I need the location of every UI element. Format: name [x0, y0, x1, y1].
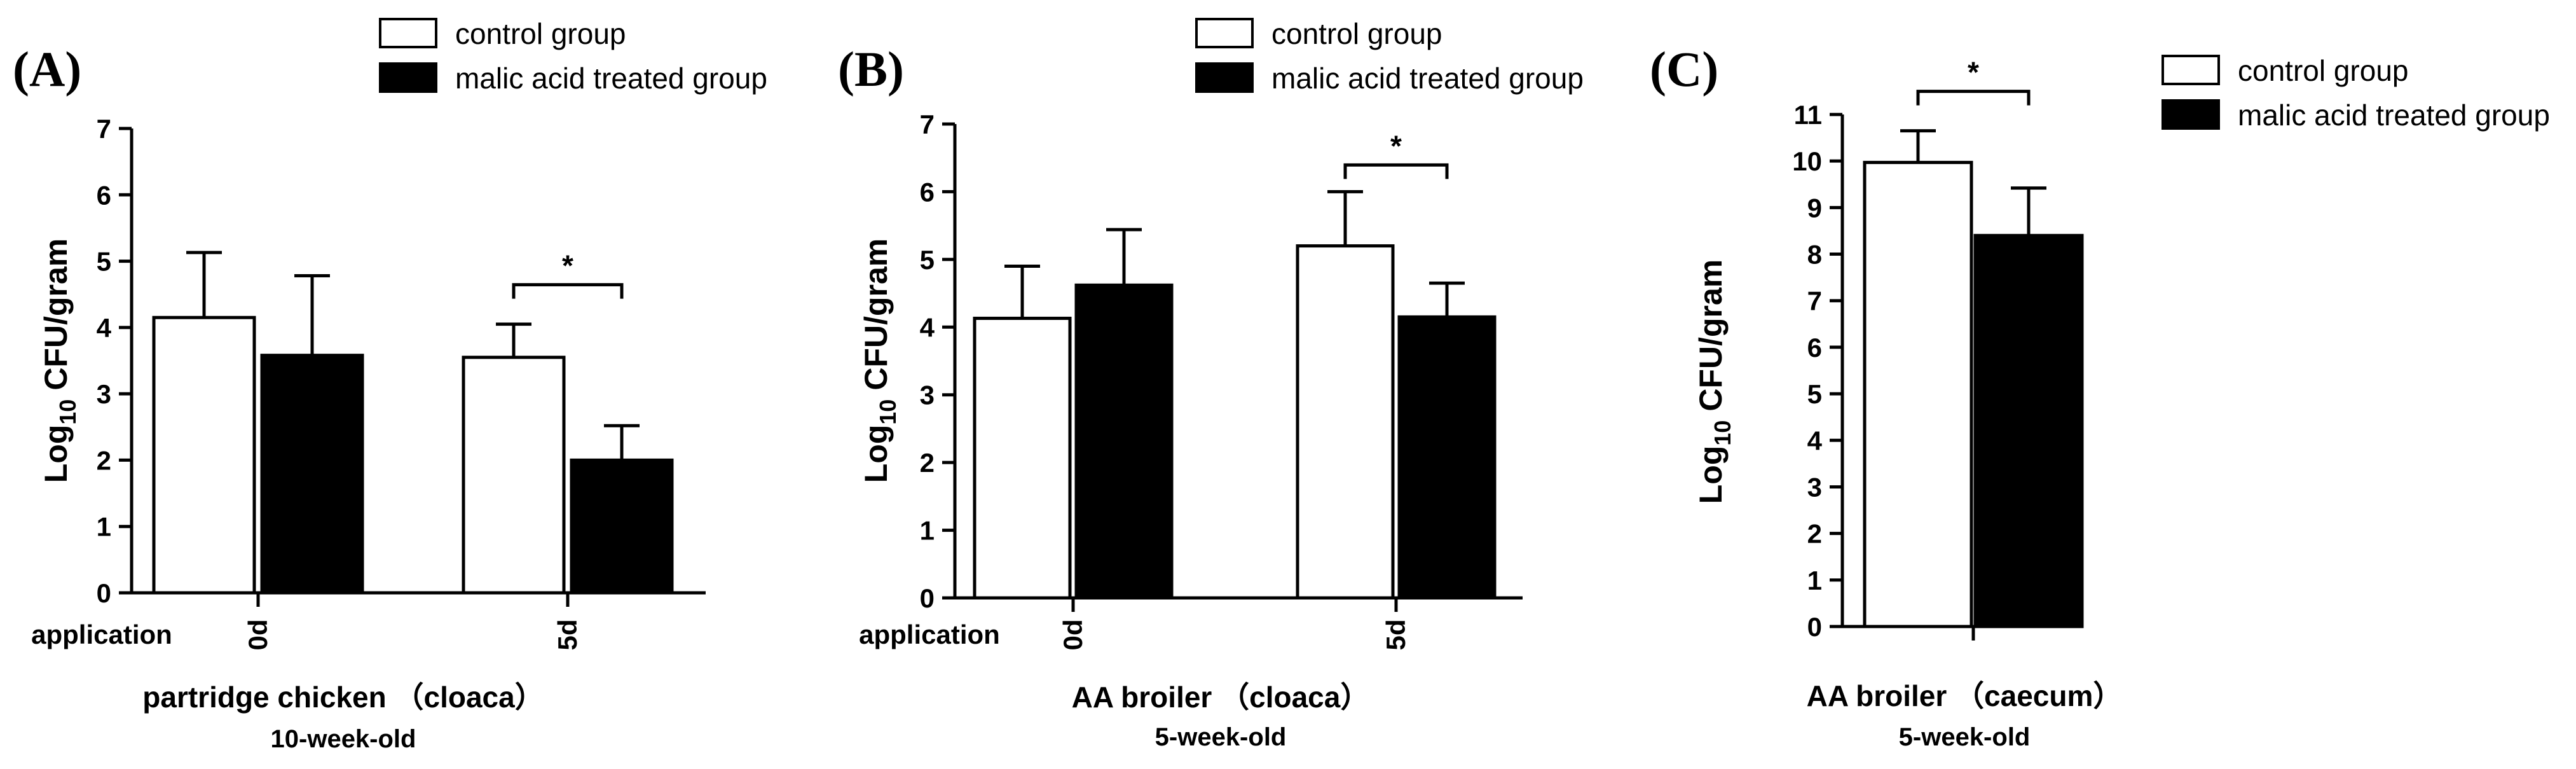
bar	[1863, 160, 1973, 628]
legend-entry: control group	[2238, 54, 2409, 87]
x-axis-label: AA broiler （caecum）	[1807, 679, 2123, 712]
panel-label: (A)	[13, 41, 81, 97]
legend-entry: malic acid treated group	[2238, 99, 2550, 132]
bar	[570, 458, 674, 595]
y-axis-label-subscript: 10	[1709, 420, 1736, 446]
y-tick-label: 4	[920, 312, 935, 342]
x-axis-label: AA broiler （cloaca）	[1072, 681, 1370, 714]
y-axis-label: Log10 CFU/gram	[38, 239, 81, 483]
bar	[1074, 283, 1174, 600]
y-axis-label-unit: CFU/gram	[858, 239, 894, 399]
y-axis-label-base: Log	[38, 425, 74, 483]
y-tick-label: 8	[1807, 240, 1822, 270]
legend-swatch	[379, 62, 437, 93]
y-tick-label: 2	[1807, 519, 1822, 549]
legend-entry: malic acid treated group	[1271, 62, 1584, 95]
y-tick-label: 6	[97, 180, 111, 210]
bar	[1397, 315, 1497, 600]
y-tick-label: 1	[97, 512, 111, 542]
application-row-label: application	[859, 620, 1000, 649]
y-tick-label: 0	[97, 578, 111, 608]
significance-marker: *	[562, 249, 573, 282]
bar	[462, 356, 566, 595]
x-category-label: 0d	[1058, 619, 1088, 650]
y-tick-label: 0	[920, 583, 935, 613]
y-axis-label-unit: CFU/gram	[38, 239, 74, 399]
significance-marker: *	[1968, 56, 1979, 89]
age-subtitle: 5-week-old	[1899, 723, 2031, 751]
bar	[260, 354, 364, 595]
x-category-label: 0d	[243, 619, 273, 650]
y-axis-label-unit: CFU/gram	[1693, 260, 1729, 420]
y-tick-label: 3	[97, 379, 111, 409]
age-subtitle: 5-week-old	[1155, 723, 1287, 751]
legend-entry: malic acid treated group	[455, 62, 767, 95]
y-tick-label: 3	[1807, 472, 1822, 502]
y-tick-label: 2	[920, 448, 935, 478]
panel-label: (C)	[1650, 41, 1718, 97]
y-tick-label: 1	[920, 516, 935, 546]
y-tick-label: 3	[920, 380, 935, 410]
x-category-label: 5d	[1381, 619, 1411, 650]
y-axis-label-subscript: 10	[55, 399, 81, 425]
age-subtitle: 10-week-old	[271, 725, 416, 753]
legend-entry: control group	[1271, 17, 1442, 50]
y-tick-label: 4	[97, 313, 112, 343]
panel-a: (A) control group malic acid treated group…	[13, 17, 767, 753]
significance-bracket	[1916, 90, 2031, 106]
y-tick-label: 7	[920, 109, 935, 139]
significance-marker: *	[1390, 129, 1402, 162]
y-tick-label: 2	[97, 445, 111, 475]
y-tick-label: 7	[97, 114, 111, 144]
y-tick-label: 6	[1807, 333, 1822, 363]
y-tick-label: 7	[1807, 286, 1822, 316]
y-axis-label: Log10 CFU/gram	[858, 239, 901, 483]
y-axis-label-base: Log	[858, 425, 894, 483]
bar	[1973, 233, 2084, 628]
legend-swatch	[379, 18, 437, 48]
significance-bracket	[1343, 163, 1449, 179]
x-axis-label: partridge chicken （cloaca）	[142, 681, 544, 714]
y-tick-label: 6	[920, 177, 935, 207]
y-tick-label: 11	[1794, 100, 1822, 130]
y-tick-label: 1	[1807, 565, 1822, 595]
significance-bracket	[512, 283, 624, 299]
bar	[1296, 244, 1395, 600]
y-axis-label-base: Log	[1693, 446, 1729, 504]
legend-swatch	[1195, 18, 1254, 48]
y-tick-label: 4	[1807, 426, 1823, 455]
bar	[152, 315, 256, 595]
y-axis-label: Log10 CFU/gram	[1693, 260, 1736, 504]
legend-entry: control group	[455, 17, 626, 50]
bar	[973, 316, 1072, 600]
panel-b: (B) control group malic acid treated group…	[838, 17, 1584, 751]
y-axis-label-subscript: 10	[875, 399, 901, 425]
y-tick-label: 10	[1792, 146, 1822, 176]
legend-swatch	[1195, 62, 1254, 93]
legend-swatch	[2162, 99, 2220, 130]
y-tick-label: 9	[1807, 193, 1822, 223]
panel-c: (C) control group malic acid treated group…	[1650, 41, 2550, 751]
y-tick-label: 5	[920, 245, 935, 275]
y-tick-label: 5	[97, 247, 111, 277]
legend-swatch	[2162, 55, 2220, 85]
x-category-label: 5d	[552, 619, 582, 650]
y-tick-label: 0	[1807, 612, 1822, 642]
panel-label: (B)	[838, 41, 904, 97]
application-row-label: application	[31, 620, 172, 649]
y-tick-label: 5	[1807, 379, 1822, 409]
